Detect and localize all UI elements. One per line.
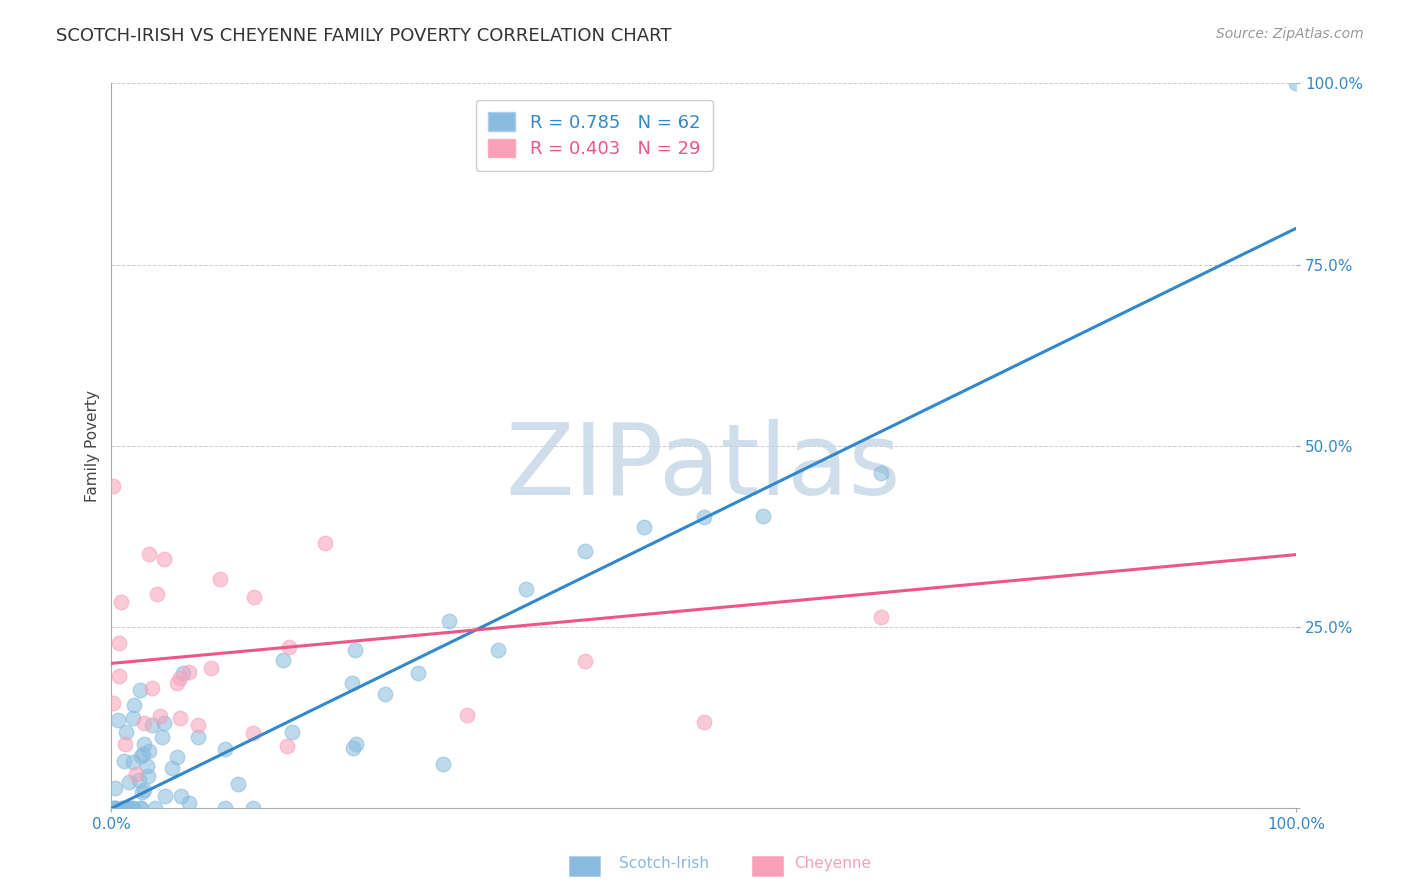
- Point: [692, 509, 714, 524]
- Point: [169, 671, 191, 685]
- Point: [104, 801, 127, 815]
- Point: [117, 801, 139, 815]
- Point: [870, 610, 893, 624]
- Text: Cheyenne: Cheyenne: [794, 856, 872, 871]
- Point: [314, 536, 336, 550]
- Point: [134, 783, 156, 797]
- Point: [172, 666, 194, 681]
- Point: [752, 509, 775, 524]
- Point: [134, 715, 156, 730]
- Point: [153, 551, 176, 566]
- Point: [166, 676, 188, 690]
- Point: [187, 730, 209, 744]
- Point: [134, 738, 156, 752]
- Point: [141, 718, 163, 732]
- Point: [870, 466, 893, 480]
- Point: [271, 653, 294, 667]
- Point: [214, 742, 236, 756]
- Point: [1285, 77, 1308, 91]
- Point: [150, 730, 173, 744]
- Point: [121, 801, 143, 815]
- Point: [132, 747, 155, 761]
- Point: [115, 724, 138, 739]
- Point: [574, 654, 596, 668]
- Point: [342, 740, 364, 755]
- Point: [169, 711, 191, 725]
- Point: [103, 479, 125, 493]
- Point: [114, 737, 136, 751]
- Point: [122, 801, 145, 815]
- Text: SCOTCH-IRISH VS CHEYENNE FAMILY POVERTY CORRELATION CHART: SCOTCH-IRISH VS CHEYENNE FAMILY POVERTY …: [56, 27, 672, 45]
- Legend: R = 0.785   N = 62, R = 0.403   N = 29: R = 0.785 N = 62, R = 0.403 N = 29: [475, 100, 713, 171]
- Point: [129, 801, 152, 815]
- Point: [129, 683, 152, 698]
- Point: [242, 726, 264, 740]
- Point: [104, 781, 127, 796]
- Point: [515, 582, 537, 597]
- Point: [344, 737, 367, 751]
- Point: [166, 749, 188, 764]
- Point: [143, 801, 166, 815]
- Point: [187, 718, 209, 732]
- Point: [200, 661, 222, 675]
- Point: [101, 696, 124, 710]
- Point: [122, 698, 145, 713]
- Point: [118, 775, 141, 789]
- Point: [276, 739, 298, 753]
- Point: [138, 744, 160, 758]
- Point: [115, 801, 138, 815]
- Point: [281, 725, 304, 739]
- Point: [112, 754, 135, 768]
- Point: [111, 801, 134, 815]
- Point: [129, 801, 152, 815]
- Point: [104, 801, 127, 815]
- Point: [177, 796, 200, 810]
- Point: [122, 755, 145, 769]
- Point: [155, 789, 177, 803]
- Point: [145, 587, 167, 601]
- Point: [177, 665, 200, 679]
- Point: [135, 759, 157, 773]
- Point: [242, 590, 264, 604]
- Point: [122, 711, 145, 725]
- Point: [110, 595, 132, 609]
- Point: [111, 801, 134, 815]
- Point: [214, 801, 236, 815]
- Point: [129, 749, 152, 764]
- Point: [108, 636, 131, 650]
- Point: [343, 642, 366, 657]
- Text: ZIPatlas: ZIPatlas: [506, 419, 901, 516]
- Point: [340, 676, 363, 690]
- Point: [226, 777, 249, 791]
- Point: [107, 713, 129, 727]
- Point: [108, 668, 131, 682]
- Point: [124, 767, 146, 781]
- Y-axis label: Family Poverty: Family Poverty: [86, 390, 100, 502]
- Point: [278, 640, 301, 654]
- Text: Source: ZipAtlas.com: Source: ZipAtlas.com: [1216, 27, 1364, 41]
- Point: [432, 757, 454, 772]
- Point: [170, 789, 193, 803]
- Point: [456, 708, 478, 723]
- Point: [149, 709, 172, 723]
- Point: [136, 769, 159, 783]
- Point: [101, 801, 124, 815]
- Point: [439, 614, 461, 628]
- Point: [574, 543, 596, 558]
- Point: [633, 520, 655, 534]
- Point: [208, 573, 231, 587]
- Point: [152, 716, 174, 731]
- Point: [242, 801, 264, 815]
- Point: [692, 714, 714, 729]
- Point: [162, 761, 184, 775]
- Point: [128, 772, 150, 787]
- Point: [138, 547, 160, 561]
- Point: [486, 643, 509, 657]
- Point: [131, 785, 153, 799]
- Point: [141, 681, 163, 696]
- Point: [374, 687, 396, 701]
- Text: Scotch-Irish: Scotch-Irish: [619, 856, 709, 871]
- Point: [406, 665, 429, 680]
